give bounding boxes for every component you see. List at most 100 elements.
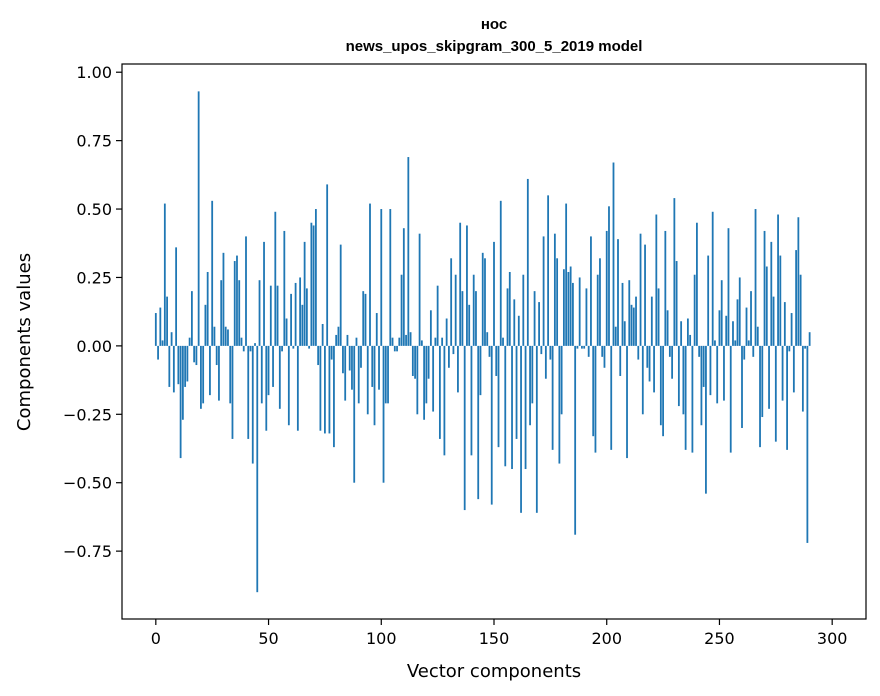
bar-43 (251, 345, 254, 464)
bar-41 (247, 345, 250, 439)
bar-78 (330, 345, 333, 360)
bar-174 (547, 195, 550, 346)
bar-199 (603, 345, 606, 368)
bar-232 (677, 345, 680, 407)
bar-172 (542, 236, 545, 346)
bar-240 (696, 222, 698, 346)
bar-204 (614, 326, 617, 346)
bar-56 (281, 345, 283, 352)
bar-11 (179, 345, 182, 459)
chart-title: нос (481, 16, 507, 33)
bar-69 (310, 222, 313, 346)
bar-171 (540, 345, 543, 355)
bar-175 (549, 345, 552, 360)
bar-228 (668, 345, 671, 357)
bar-143 (477, 345, 480, 500)
bar-236 (686, 318, 689, 346)
bar-181 (562, 269, 565, 346)
bar-260 (741, 345, 743, 428)
bar-2 (159, 307, 162, 346)
bar-281 (788, 345, 791, 352)
bar-207 (621, 282, 624, 346)
bar-47 (260, 345, 263, 404)
bar-191 (585, 288, 588, 346)
bar-20 (200, 345, 202, 409)
bar-13 (184, 345, 187, 387)
bar-211 (630, 304, 633, 346)
bar-88 (353, 345, 356, 483)
bar-115 (414, 345, 416, 379)
bar-261 (743, 345, 746, 360)
bar-285 (797, 217, 800, 346)
bar-55 (278, 345, 281, 409)
bar-137 (463, 345, 466, 511)
chart-subtitle: news_upos_skipgram_300_5_2019 model (346, 38, 643, 55)
bar-0 (154, 313, 157, 346)
bar-246 (709, 345, 712, 396)
bar-176 (551, 345, 554, 450)
bar-197 (599, 258, 601, 346)
bar-50 (267, 345, 270, 396)
bar-186 (574, 345, 577, 535)
bar-59 (287, 345, 290, 426)
bar-259 (738, 277, 741, 346)
y-axis-ticks: −0.75 −0.50 −0.25 0.00 0.25 0.50 0.75 1.00 (63, 63, 122, 561)
bar-146 (484, 258, 486, 346)
bar-92 (362, 291, 365, 346)
bar-40 (245, 236, 247, 346)
bar-34 (231, 345, 234, 439)
bar-190 (583, 345, 586, 349)
bar-239 (693, 274, 696, 346)
y-axis-label: Components values (14, 253, 35, 431)
bar-148 (488, 345, 491, 357)
bar-110 (402, 228, 405, 346)
bar-241 (698, 345, 701, 357)
bar-38 (240, 337, 243, 346)
bar-244 (705, 345, 707, 494)
bar-218 (646, 345, 649, 368)
bar-139 (468, 304, 471, 346)
bar-289 (806, 345, 809, 543)
bar-39 (242, 345, 245, 352)
bar-141 (472, 274, 475, 346)
bar-58 (285, 318, 288, 346)
bar-279 (783, 302, 786, 346)
bar-189 (581, 345, 583, 349)
bar-286 (799, 274, 802, 346)
bar-45 (256, 345, 259, 593)
bar-57 (283, 230, 286, 346)
bar-248 (714, 340, 716, 346)
bar-264 (750, 291, 752, 346)
bar-87 (351, 345, 353, 390)
bar-107 (396, 345, 398, 352)
bar-210 (628, 280, 631, 346)
bar-6 (168, 345, 171, 387)
bar-220 (650, 296, 653, 346)
bar-208 (623, 321, 626, 346)
bar-243 (702, 345, 705, 387)
bar-162 (520, 345, 522, 513)
bar-180 (560, 345, 563, 415)
bar-91 (360, 345, 362, 368)
bar-184 (569, 266, 572, 346)
bar-280 (786, 345, 788, 450)
bar-219 (648, 345, 651, 382)
bar-125 (436, 285, 439, 346)
bar-42 (249, 345, 252, 352)
bar-23 (206, 271, 209, 346)
bar-225 (662, 345, 664, 437)
bar-216 (641, 345, 644, 415)
bar-151 (495, 345, 498, 376)
bar-44 (254, 343, 256, 346)
bar-32 (227, 329, 229, 346)
bar-97 (373, 345, 376, 426)
bar-183 (567, 271, 570, 346)
bar-206 (619, 345, 622, 376)
bar-231 (675, 261, 678, 346)
bar-121 (427, 345, 430, 379)
bar-67 (305, 288, 308, 346)
bar-54 (276, 285, 279, 346)
bar-10 (177, 345, 180, 385)
bar-60 (290, 293, 292, 346)
bar-170 (538, 302, 540, 346)
